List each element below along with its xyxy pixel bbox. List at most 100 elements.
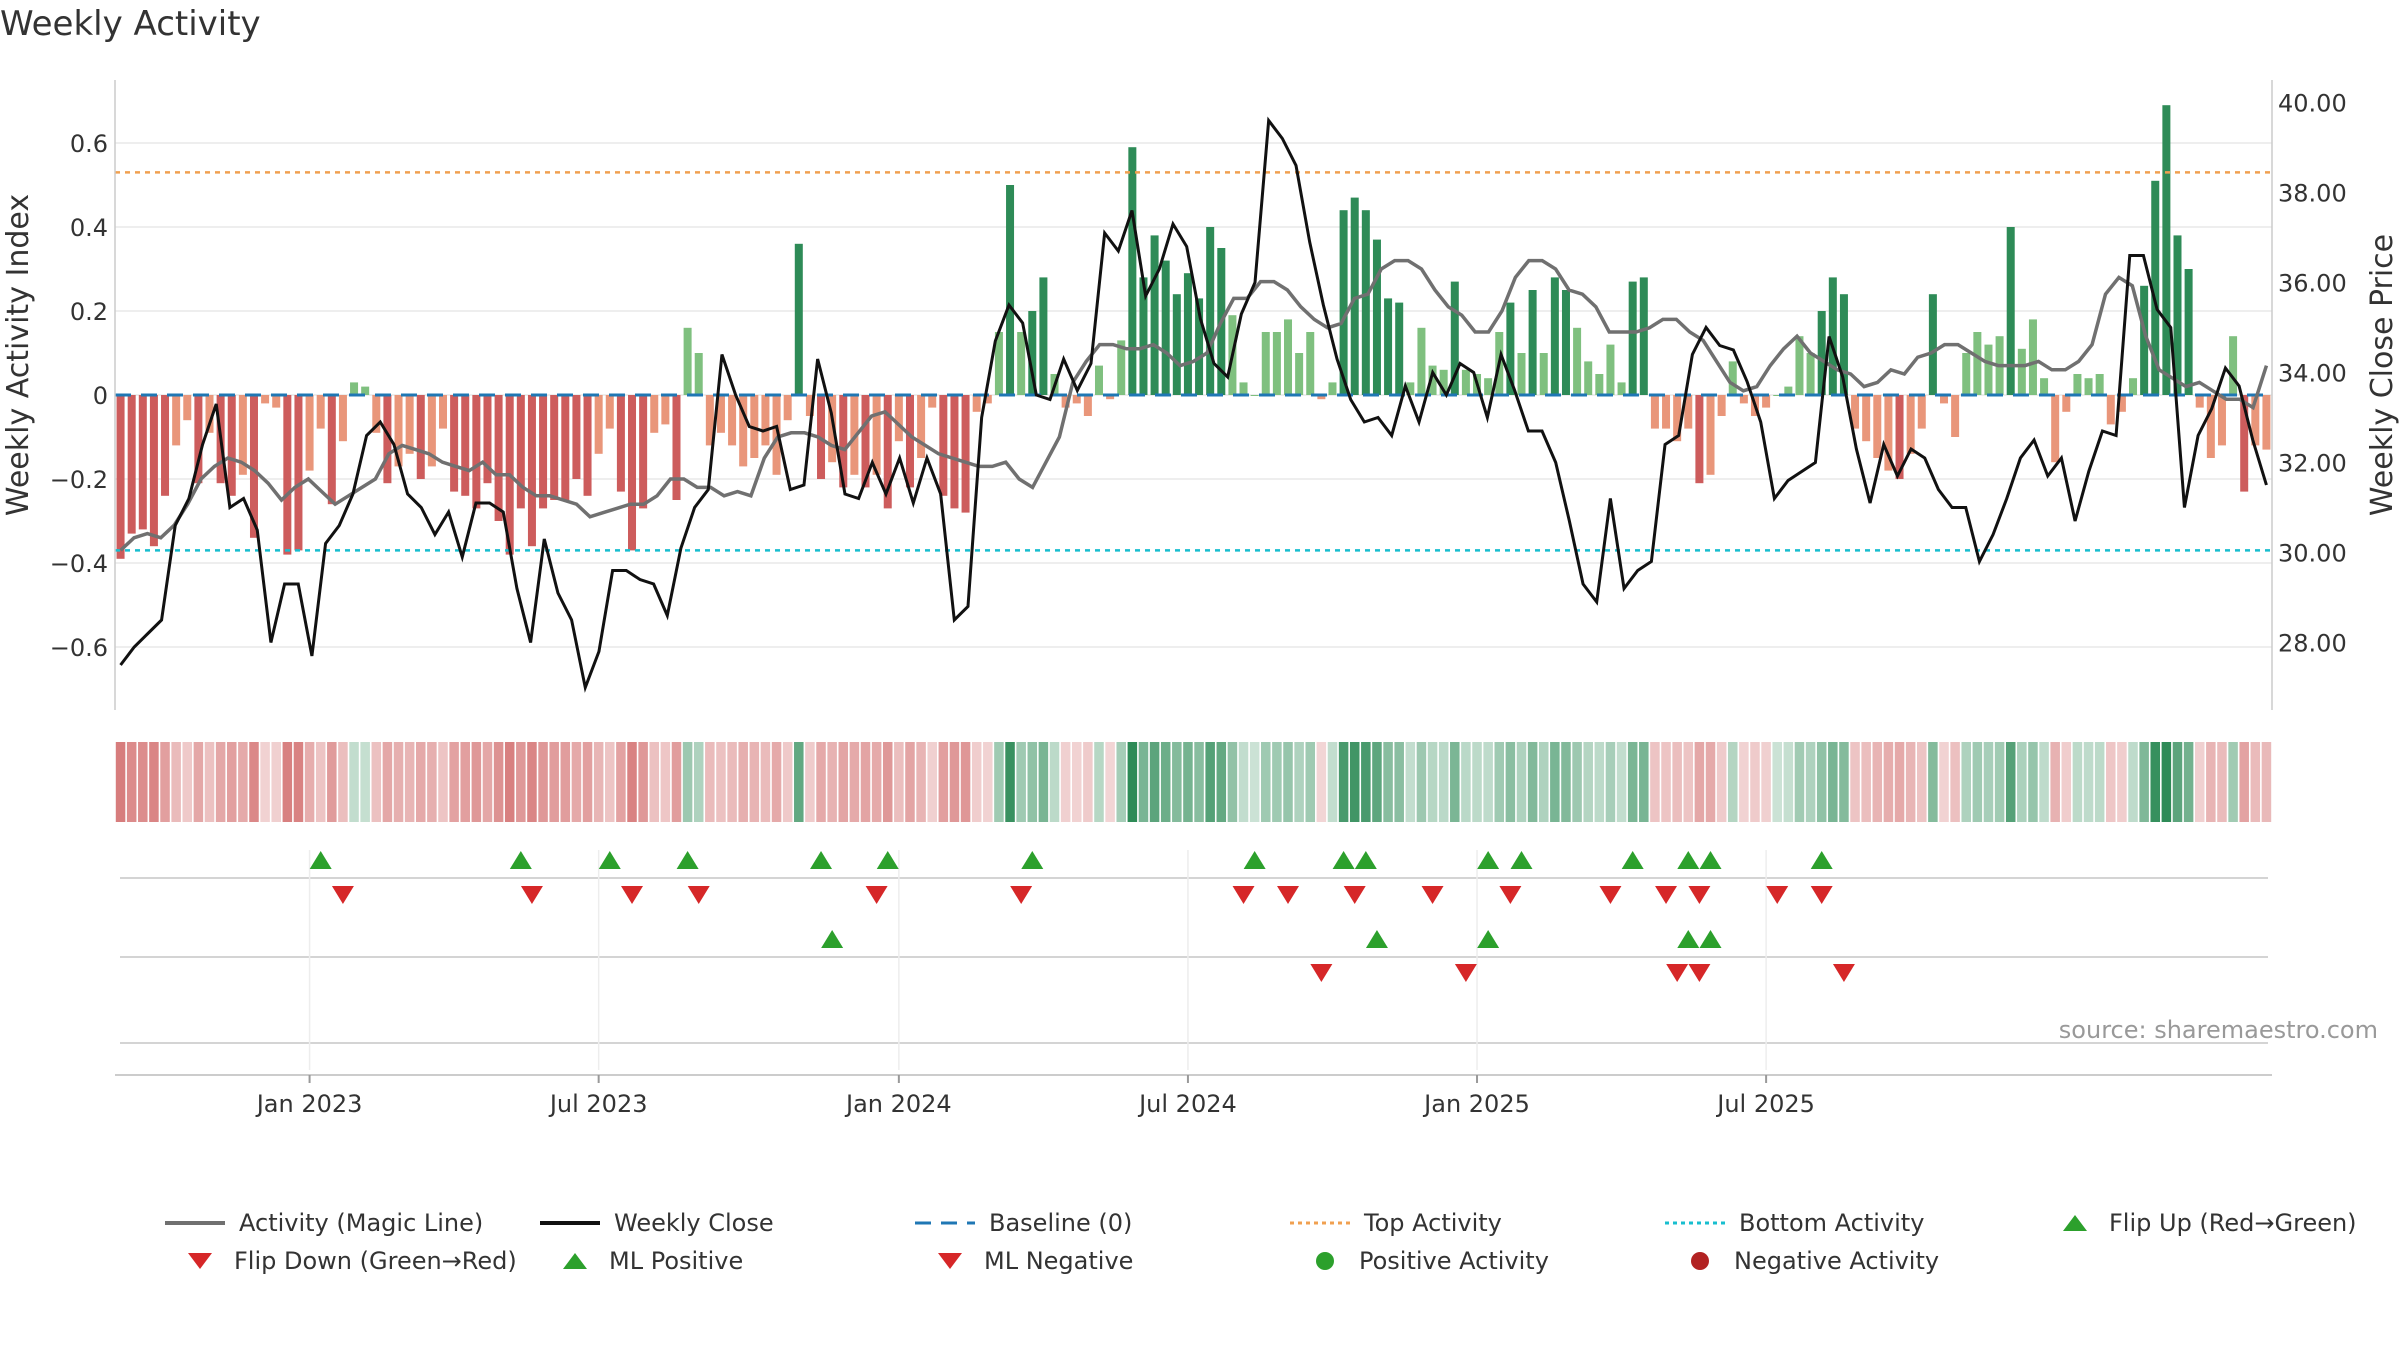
heat-cell — [738, 742, 748, 822]
activity-bar — [1962, 353, 1971, 395]
activity-bar — [1595, 374, 1604, 395]
activity-bar — [1573, 327, 1582, 395]
activity-bar — [283, 395, 292, 555]
heat-cell — [193, 742, 204, 822]
legend-bottom-activity: Bottom Activity — [1665, 1205, 1924, 1241]
heat-cell — [1816, 742, 1827, 822]
heat-cell — [1605, 742, 1616, 822]
activity-bar — [1361, 210, 1370, 395]
heat-cell — [115, 742, 126, 822]
activity-bar — [2028, 319, 2037, 395]
activity-bar — [361, 386, 370, 395]
legend-weekly-close: Weekly Close — [540, 1205, 774, 1241]
heat-cell — [1683, 742, 1694, 822]
heat-cell — [460, 742, 470, 822]
activity-bar — [1628, 281, 1637, 395]
heat-cell — [1850, 742, 1860, 822]
heat-cell — [1516, 742, 1527, 822]
activity-bar — [805, 395, 814, 416]
heat-cell — [949, 742, 960, 822]
activity-bar — [1261, 332, 1270, 395]
heat-cell — [1905, 742, 1916, 822]
heat-cell — [1283, 742, 1293, 822]
flip-down-marker — [1010, 886, 1033, 904]
heat-cell — [1583, 742, 1593, 822]
heat-cell — [327, 742, 337, 822]
heat-cell — [1505, 742, 1516, 822]
activity-bar — [416, 395, 425, 479]
y2-tick-label: 32.00 — [2278, 450, 2347, 478]
heat-cell — [960, 742, 971, 822]
activity-bar — [1161, 260, 1170, 395]
heat-cell — [1149, 742, 1160, 822]
activity-bar — [1695, 395, 1704, 484]
activity-bar — [1851, 395, 1860, 429]
activity-bar — [594, 395, 603, 454]
heat-cell — [1071, 742, 1082, 822]
activity-bar — [2040, 378, 2049, 395]
heat-cell — [2206, 742, 2216, 822]
heat-cell — [1083, 742, 1093, 822]
activity-bar — [572, 395, 581, 479]
heat-cell — [293, 742, 304, 822]
heat-cell — [2072, 742, 2083, 822]
activity-bar — [1239, 382, 1248, 395]
activity-bar — [1795, 336, 1804, 395]
activity-bar — [2229, 336, 2238, 395]
activity-bar — [739, 395, 748, 467]
signal-panel — [120, 850, 2268, 1070]
heat-cell — [2250, 742, 2261, 822]
legend-pos-act-label: Positive Activity — [1359, 1247, 1549, 1275]
activity-bar — [1150, 235, 1159, 395]
activity-bar — [2106, 395, 2115, 425]
heat-cell — [760, 742, 771, 822]
activity-bar — [1106, 395, 1115, 400]
activity-bar — [1839, 294, 1848, 395]
activity-bar — [1183, 273, 1192, 395]
heat-cell — [1872, 742, 1883, 822]
activity-bar — [861, 395, 870, 488]
activity-bar — [127, 395, 136, 534]
activity-bar — [561, 395, 570, 500]
legend-neg-act-label: Negative Activity — [1734, 1247, 1940, 1275]
heat-cell — [1672, 742, 1682, 822]
heat-cell — [782, 742, 793, 822]
activity-bar — [1662, 395, 1671, 429]
flip-up-marker — [1621, 851, 1644, 869]
activity-bar — [872, 395, 881, 475]
ml-positive-marker — [821, 930, 844, 948]
activity-bar — [205, 395, 214, 433]
heat-cell — [360, 742, 370, 822]
activity-bar — [1128, 147, 1137, 395]
x-tick-label: Jul 2024 — [1137, 1090, 1237, 1118]
activity-bar — [783, 395, 792, 421]
activity-bar — [116, 395, 125, 559]
activity-bar — [1028, 311, 1037, 395]
activity-bar — [1762, 395, 1771, 408]
heat-cell — [1727, 742, 1738, 822]
flip-up-marker — [1354, 851, 1377, 869]
heat-cell — [1316, 742, 1327, 822]
triangle-up-icon — [2063, 1215, 2087, 1231]
ml-negative-marker — [1454, 964, 1477, 982]
activity-bar — [372, 395, 381, 433]
heat-cell — [1483, 742, 1493, 822]
heat-cell — [2183, 742, 2194, 822]
heat-cell — [1372, 742, 1382, 822]
activity-bar — [2162, 105, 2171, 395]
heat-cell — [482, 742, 493, 822]
heat-cell — [1394, 742, 1404, 822]
activity-bar — [894, 395, 903, 442]
heat-cell — [1538, 742, 1549, 822]
heat-cell — [1561, 742, 1571, 822]
heat-cell — [1839, 742, 1849, 822]
activity-bar — [1384, 298, 1393, 395]
activity-bar — [728, 395, 737, 446]
activity-bar — [1039, 277, 1048, 395]
heat-cell — [1527, 742, 1538, 822]
ml-positive-marker — [1477, 930, 1500, 948]
flip-up-marker — [1477, 851, 1500, 869]
heat-cell — [171, 742, 181, 822]
heat-cell — [2083, 742, 2094, 822]
